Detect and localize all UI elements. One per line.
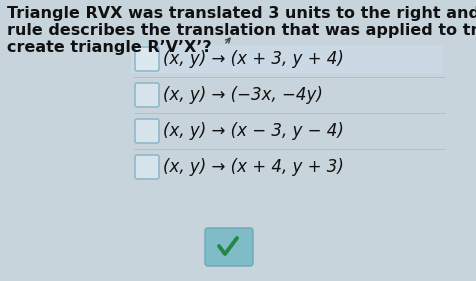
Text: create triangle R’V’X’?: create triangle R’V’X’? [7,40,211,55]
Text: (x, y) → (x + 4, y + 3): (x, y) → (x + 4, y + 3) [163,158,343,176]
FancyBboxPatch shape [131,45,442,73]
FancyBboxPatch shape [135,119,159,143]
FancyBboxPatch shape [135,47,159,71]
Text: (x, y) → (−3x, −4y): (x, y) → (−3x, −4y) [163,86,322,104]
Text: (x, y) → (x + 3, y + 4): (x, y) → (x + 3, y + 4) [163,50,343,68]
Text: rule describes the translation that was applied to triangle RVX to: rule describes the translation that was … [7,23,476,38]
FancyBboxPatch shape [135,155,159,179]
FancyBboxPatch shape [135,83,159,107]
Text: (x, y) → (x − 3, y − 4): (x, y) → (x − 3, y − 4) [163,122,343,140]
FancyBboxPatch shape [205,228,252,266]
Text: Triangle RVX was translated 3 units to the right and 4 units up. Which: Triangle RVX was translated 3 units to t… [7,6,476,21]
